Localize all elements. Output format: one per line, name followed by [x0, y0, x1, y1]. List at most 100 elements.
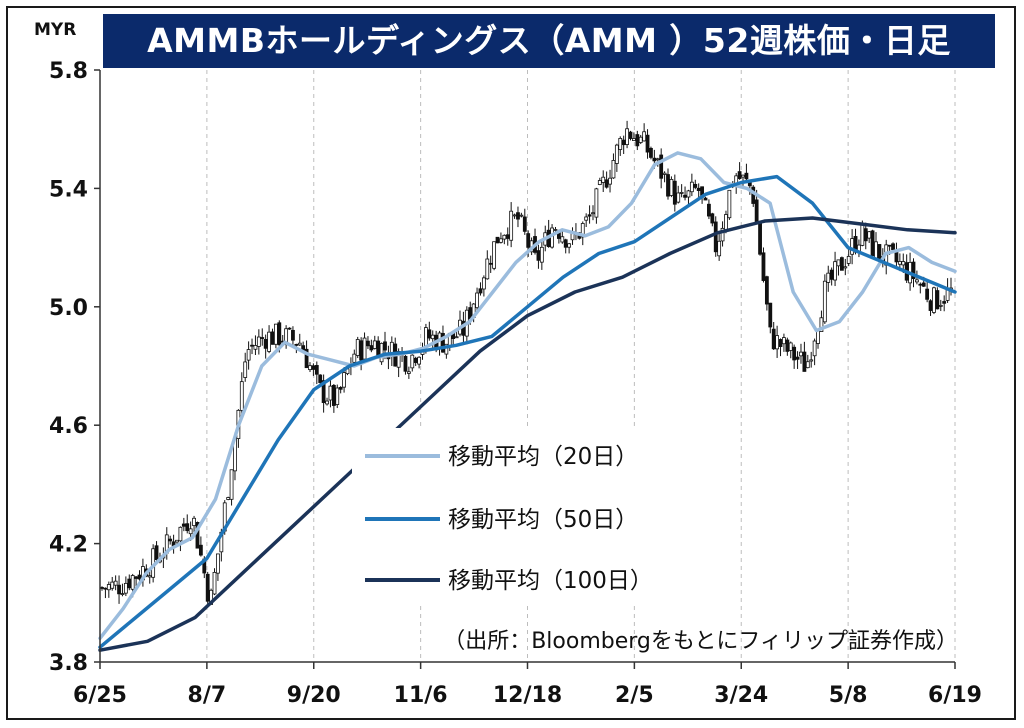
- candle-body: [113, 580, 118, 586]
- candlestick: [267, 325, 271, 354]
- candlestick: [325, 397, 329, 406]
- candle-body: [485, 258, 490, 280]
- candlestick: [826, 265, 831, 292]
- candle-body: [911, 261, 916, 280]
- y-tick-label: 5.4: [49, 177, 88, 202]
- candle-body: [444, 343, 449, 355]
- candle-body: [427, 329, 432, 339]
- candlestick: [608, 169, 612, 193]
- candlestick: [911, 258, 916, 288]
- candlestick: [720, 221, 725, 247]
- candlestick: [171, 534, 176, 554]
- candlestick: [836, 259, 841, 276]
- candle-body: [195, 521, 200, 549]
- candle-body: [744, 172, 749, 180]
- candle-body: [110, 581, 115, 589]
- candlestick: [137, 570, 142, 582]
- candlestick: [117, 575, 121, 604]
- candle-body: [522, 216, 527, 232]
- y-tick-labels: 3.8 4.2 4.6 5.0 5.4 5.8: [49, 59, 88, 676]
- candle-body: [314, 365, 319, 375]
- candle-body: [696, 187, 701, 192]
- candlestick: [113, 575, 118, 591]
- candlestick: [100, 586, 104, 591]
- candle-body: [550, 227, 554, 248]
- candle-body: [505, 234, 510, 239]
- candle-body: [181, 523, 186, 527]
- candlestick: [338, 386, 343, 394]
- candle-body: [488, 262, 493, 265]
- candle-body: [597, 180, 602, 185]
- candle-body: [672, 180, 677, 205]
- candlestick: [560, 229, 565, 244]
- candle-body: [839, 257, 844, 271]
- candlestick: [843, 258, 848, 276]
- candlestick: [536, 244, 541, 269]
- candle-body: [123, 582, 128, 594]
- candle-body: [328, 385, 333, 401]
- candle-body: [331, 384, 336, 406]
- candle-body: [816, 329, 820, 344]
- candle-body: [512, 214, 517, 217]
- candlestick: [768, 302, 773, 334]
- candle-body: [645, 134, 650, 153]
- candle-body: [717, 240, 722, 257]
- candle-body: [727, 189, 732, 219]
- candle-body: [587, 214, 592, 217]
- candlestick: [185, 514, 190, 534]
- candlestick: [492, 241, 497, 271]
- candle-body: [689, 181, 694, 193]
- candlestick: [870, 229, 875, 257]
- candlestick: [689, 173, 694, 197]
- candlestick: [809, 351, 814, 368]
- candle-body: [273, 323, 278, 345]
- x-tick-label: 5/8: [829, 683, 868, 708]
- candle-body: [250, 344, 254, 347]
- candlestick: [516, 206, 520, 228]
- candlestick: [628, 130, 633, 141]
- candlestick: [488, 255, 493, 273]
- candle-body: [106, 584, 111, 591]
- candlestick: [788, 341, 793, 359]
- candle-body: [475, 292, 479, 309]
- candlestick: [666, 168, 670, 200]
- candle-body: [720, 227, 725, 242]
- candle-body: [686, 190, 691, 198]
- candlestick: [591, 205, 595, 221]
- candle-body: [430, 334, 435, 340]
- candle-body: [134, 576, 138, 579]
- candlestick: [904, 254, 909, 284]
- candle-body: [120, 593, 125, 595]
- candlestick: [812, 338, 817, 366]
- candle-body: [942, 301, 947, 304]
- candlestick: [127, 574, 132, 591]
- candle-body: [925, 288, 930, 300]
- candle-body: [519, 214, 524, 217]
- candlestick: [942, 295, 947, 312]
- candle-body: [147, 575, 152, 578]
- candlestick: [775, 325, 780, 358]
- candlestick: [478, 282, 483, 296]
- candle-body: [676, 192, 681, 203]
- candle-body: [915, 279, 919, 283]
- source-note: （出所：Bloombergをもとにフィリップ証券作成）: [443, 629, 958, 654]
- candlestick: [676, 185, 681, 204]
- candle-body: [805, 361, 810, 369]
- x-tick-label: 6/19: [928, 683, 982, 708]
- candle-body: [887, 244, 892, 247]
- candlestick: [106, 581, 111, 598]
- candlestick: [362, 332, 367, 360]
- candlestick: [321, 374, 326, 413]
- candlestick: [778, 338, 783, 357]
- candlestick: [328, 377, 333, 408]
- candle-body: [822, 280, 827, 323]
- candlestick: [519, 212, 524, 218]
- candlestick: [857, 239, 861, 258]
- candlestick: [331, 384, 336, 413]
- candle-body: [591, 212, 595, 215]
- candlestick: [645, 129, 650, 159]
- candlestick: [597, 177, 602, 186]
- candlestick: [546, 219, 551, 248]
- candle-body: [178, 526, 183, 542]
